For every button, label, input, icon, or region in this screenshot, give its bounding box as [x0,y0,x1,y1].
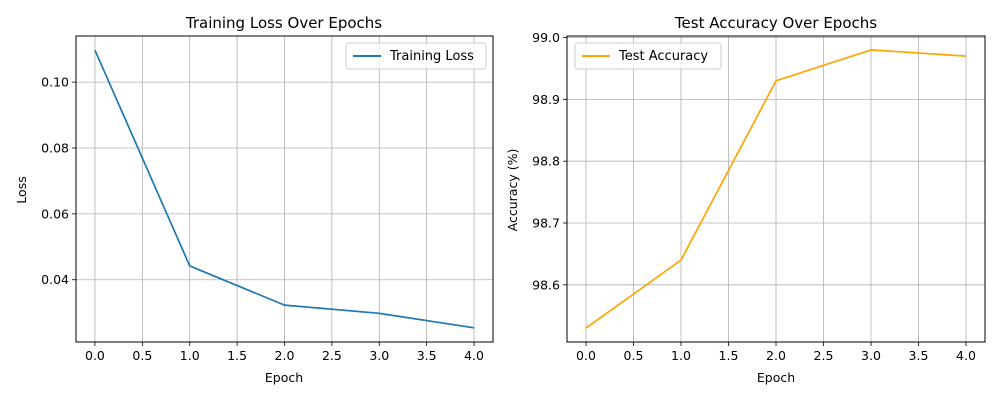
y-tick-label: 0.04 [41,272,69,287]
legend-label: Training Loss [389,49,474,64]
y-ticks: 98.6 98.7 98.8 98.9 99.0 [532,30,567,292]
grid [567,36,985,342]
x-tick-label: 1.5 [227,348,247,363]
y-axis-label: Accuracy (%) [505,149,520,232]
y-tick-label: 0.06 [41,206,69,221]
series-line [585,49,967,329]
y-tick-label: 98.6 [532,277,560,292]
x-tick-label: 2.0 [766,348,786,363]
x-tick-label: 1.5 [719,348,739,363]
y-tick-label: 98.7 [532,216,560,231]
y-tick-label: 0.10 [41,75,69,90]
legend: Training Loss [345,42,487,70]
x-tick-label: 3.5 [417,348,437,363]
x-tick-label: 3.0 [861,348,881,363]
x-tick-label: 1.0 [671,348,691,363]
x-tick-label: 1.0 [180,348,200,363]
x-tick-label: 0.5 [132,348,152,363]
y-tick-label: 98.9 [532,92,560,107]
x-tick-label: 2.0 [275,348,295,363]
x-tick-label: 0.0 [576,348,596,363]
legend: Test Accuracy [574,42,722,70]
x-tick-label: 2.5 [814,348,834,363]
series-lines [94,49,475,329]
x-axis-label: Epoch [757,370,795,385]
x-tick-label: 4.0 [464,348,484,363]
test-accuracy-chart: Test Accuracy Over Epochs Epoch Accuracy… [505,14,986,385]
y-tick-label: 98.8 [532,154,560,169]
series-line [94,49,475,329]
x-axis-label: Epoch [265,370,303,385]
x-tick-label: 0.0 [85,348,105,363]
x-ticks: 0.0 0.5 1.0 1.5 2.0 2.5 3.0 3.5 4.0 [85,342,484,363]
x-tick-label: 4.0 [956,348,976,363]
y-axis-label: Loss [14,176,29,203]
chart-title: Test Accuracy Over Epochs [674,14,877,32]
legend-box [574,42,722,70]
x-tick-label: 3.5 [909,348,929,363]
series-lines [585,49,967,329]
x-tick-label: 3.0 [369,348,389,363]
chart-title: Training Loss Over Epochs [185,14,382,32]
training-loss-chart: Training Loss Over Epochs Epoch Loss 0.0… [14,14,494,385]
y-ticks: 0.04 0.06 0.08 0.10 [41,75,76,287]
x-tick-label: 0.5 [624,348,644,363]
x-tick-label: 2.5 [322,348,342,363]
y-tick-label: 99.0 [532,30,560,45]
grid [76,36,493,342]
legend-label: Test Accuracy [618,49,708,64]
x-ticks: 0.0 0.5 1.0 1.5 2.0 2.5 3.0 3.5 4.0 [576,342,976,363]
legend-box [345,42,487,70]
y-tick-label: 0.08 [41,140,69,155]
